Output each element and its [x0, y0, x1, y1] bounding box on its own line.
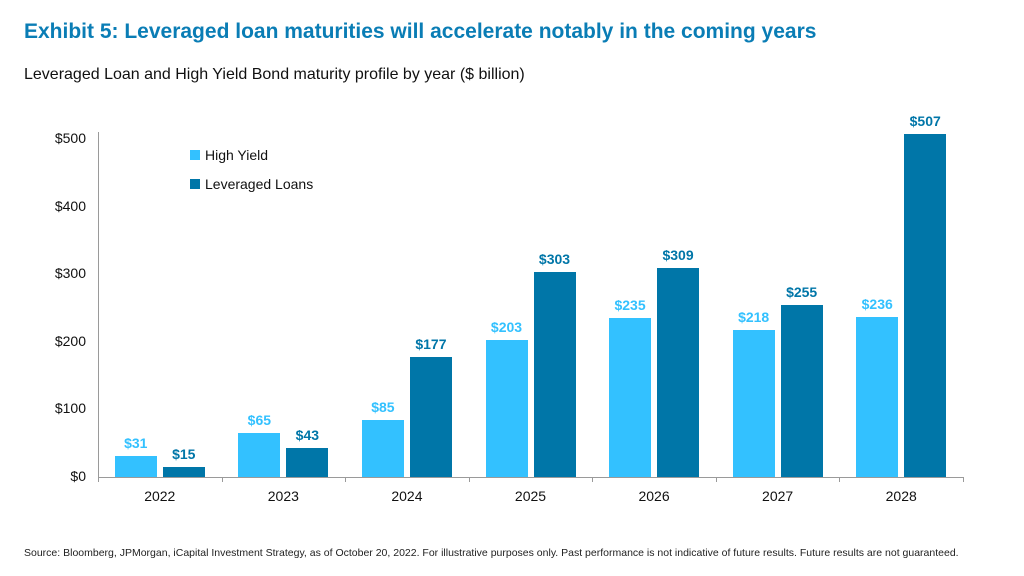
y-tick-label: $400: [54, 197, 86, 214]
high-yield-bar: [609, 318, 652, 477]
y-axis-line: [98, 132, 99, 478]
bar-value-label: $65: [247, 412, 272, 429]
leveraged-loans-bar: [162, 466, 205, 477]
bar-value-label: $15: [172, 445, 196, 462]
leveraged-loans-bar: [533, 272, 576, 477]
chart-subtitle: Leveraged Loan and High Yield Bond matur…: [24, 66, 525, 83]
bar-value-label: $43: [295, 426, 320, 443]
x-tick-mark: [98, 477, 99, 482]
high-yield-bar: [114, 456, 157, 477]
x-tick-label: 2024: [391, 488, 423, 504]
x-tick-label: 2028: [885, 488, 917, 504]
x-tick-mark: [963, 477, 964, 482]
bar-value-label: $255: [786, 283, 818, 300]
bar-value-label: $177: [415, 336, 447, 353]
legend: High Yield Leveraged Loans: [190, 146, 313, 204]
bar-value-label: $236: [861, 296, 893, 313]
y-tick-label: $200: [54, 332, 86, 349]
leveraged-loans-bar: [657, 268, 700, 477]
legend-label: Leveraged Loans: [205, 176, 314, 192]
high-yield-bar: [361, 419, 404, 477]
leveraged-loans-swatch-icon: [190, 179, 200, 189]
bar-value-label: $507: [909, 113, 941, 130]
x-tick-mark: [592, 477, 594, 482]
x-tick-mark: [221, 477, 223, 482]
x-tick-mark: [468, 477, 470, 482]
leveraged-loans-bar: [409, 357, 452, 477]
bar-value-label: $309: [662, 247, 694, 264]
x-tick-label: 2023: [267, 488, 299, 504]
x-tick-label: 2025: [514, 488, 547, 504]
x-tick-mark: [839, 477, 841, 482]
bar-value-label: $303: [538, 251, 571, 268]
bar-value-label: $203: [490, 318, 523, 335]
leveraged-loans-bar: [780, 304, 823, 477]
x-tick-label: 2027: [762, 488, 794, 504]
bar-value-label: $235: [614, 297, 646, 314]
x-axis-line: [98, 477, 964, 478]
leveraged-loans-bar: [904, 134, 947, 477]
legend-item-high-yield: High Yield: [190, 146, 313, 164]
y-tick-label: $0: [70, 468, 86, 484]
high-yield-bar: [238, 433, 281, 477]
x-tick-mark: [715, 477, 717, 482]
y-tick-label: $500: [54, 130, 86, 146]
high-yield-bar: [732, 329, 775, 477]
x-tick-label: 2022: [144, 488, 176, 504]
y-tick-label: $100: [54, 400, 86, 417]
high-yield-bar: [856, 317, 899, 477]
legend-label: High Yield: [205, 147, 269, 163]
leveraged-loans-bar: [286, 447, 329, 477]
high-yield-swatch-icon: [190, 150, 200, 160]
source-footnote: Source: Bloomberg, JPMorgan, iCapital In…: [24, 547, 959, 559]
y-tick-label: $300: [54, 265, 86, 282]
bar-value-label: $85: [371, 398, 395, 415]
bar-value-label: $218: [738, 308, 770, 325]
high-yield-bar: [485, 339, 528, 477]
legend-item-leveraged-loans: Leveraged Loans: [190, 175, 313, 193]
bar-value-label: $31: [124, 435, 148, 452]
x-tick-mark: [345, 477, 347, 482]
x-tick-label: 2026: [638, 488, 670, 504]
exhibit-title: Exhibit 5: Leveraged loan maturities wil…: [24, 20, 817, 43]
